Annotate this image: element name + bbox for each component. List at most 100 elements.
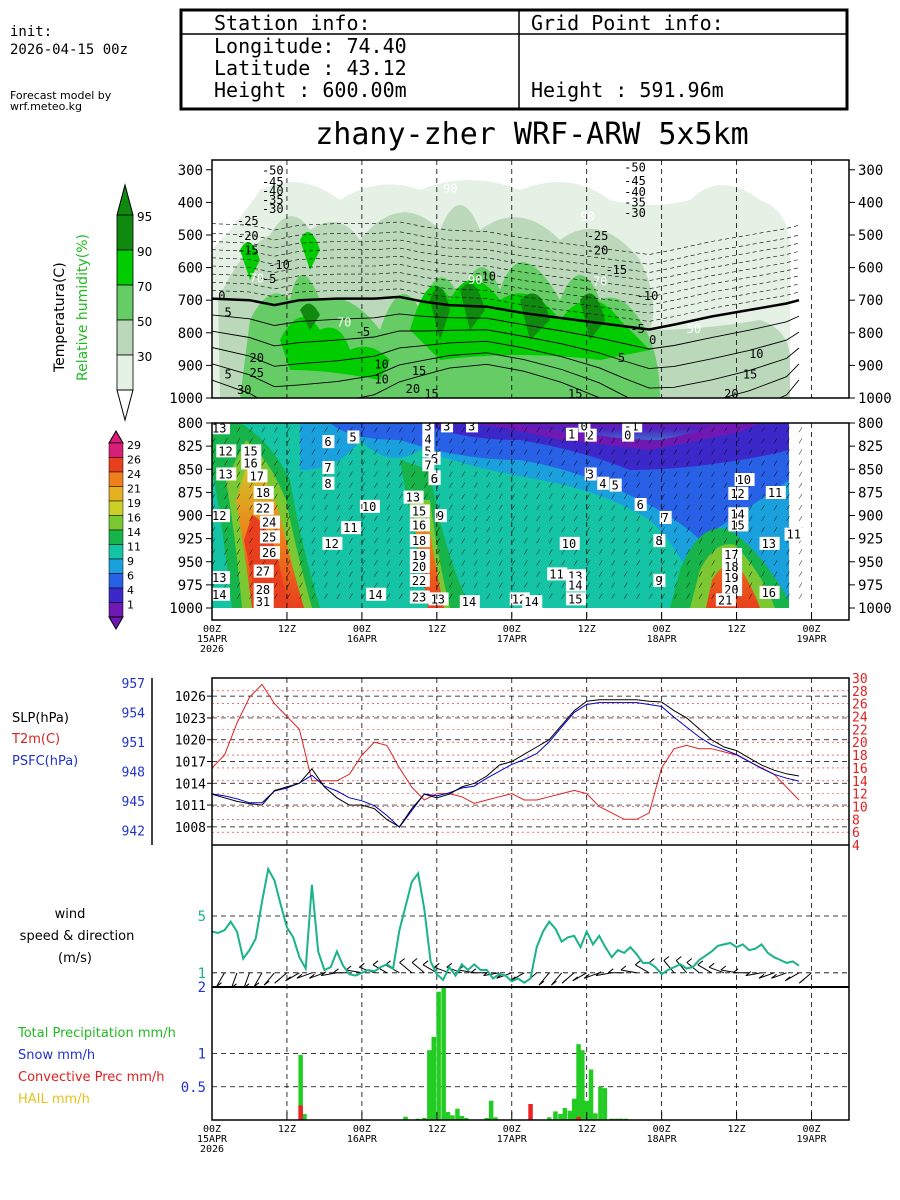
- barb-mark: [536, 582, 540, 588]
- isotherm-label: -20: [587, 244, 609, 258]
- label-box: [722, 547, 743, 561]
- wind-barb-feather: [309, 973, 315, 979]
- barb-mark: [324, 527, 328, 533]
- barb-mark: [299, 449, 303, 455]
- isotherm-line: [212, 329, 800, 370]
- wind-barb: [253, 972, 263, 987]
- wind-barb: [635, 964, 650, 974]
- barb-mark: [461, 571, 466, 577]
- temp-legend-swatch: [108, 587, 124, 603]
- wind-barb-feather: [333, 968, 339, 974]
- isotherm-label: -40: [262, 184, 284, 198]
- barb-mark: [561, 427, 565, 433]
- isotherm-line: [212, 272, 800, 306]
- temp-value-label: 8: [324, 477, 331, 491]
- barb-mark: [798, 515, 803, 522]
- barb-mark: [549, 593, 553, 599]
- barb-mark: [611, 571, 615, 577]
- barb-mark: [361, 593, 366, 599]
- barb-mark: [648, 482, 653, 488]
- barb-mark: [286, 449, 291, 455]
- barb-mark: [798, 593, 803, 599]
- temp-value-label: 8: [655, 534, 662, 548]
- barb-mark: [673, 427, 678, 433]
- barb-mark: [748, 504, 753, 511]
- barb-mark: [673, 493, 678, 499]
- barb-mark: [786, 471, 790, 477]
- barb-mark: [286, 582, 291, 588]
- barb-mark: [586, 449, 590, 455]
- barb-mark: [361, 527, 366, 533]
- barb-mark: [336, 460, 341, 466]
- date-label: 15APR: [197, 634, 228, 645]
- temp-value-label: 18: [256, 486, 270, 500]
- barb-mark: [598, 438, 603, 444]
- barb-mark: [236, 527, 241, 533]
- wind-barb: [708, 966, 725, 974]
- barb-mark: [224, 527, 228, 533]
- label-box: [728, 507, 749, 521]
- time-label: 00Z: [203, 1124, 221, 1135]
- barb-mark: [549, 460, 553, 466]
- wind-barb: [309, 972, 325, 979]
- barb-mark: [623, 549, 628, 555]
- precip-legend-item: Total Precipitation mm/h: [17, 1026, 176, 1041]
- barb-mark: [686, 449, 690, 455]
- barb-mark: [786, 504, 790, 511]
- barb-mark: [236, 449, 241, 455]
- low-frame: [211, 422, 850, 621]
- convective-bar: [298, 1105, 303, 1120]
- barb-mark: [361, 582, 366, 588]
- barb-mark: [648, 538, 653, 544]
- station-title: Station info:: [214, 11, 371, 35]
- label-box: [212, 587, 230, 601]
- barb-mark: [324, 515, 328, 522]
- barb-mark: [698, 438, 703, 444]
- temp-value-label: 16: [762, 586, 776, 600]
- barb-mark: [598, 460, 603, 466]
- year-label: 2026: [200, 1144, 224, 1155]
- label-box: [653, 534, 666, 548]
- barb-mark: [661, 438, 665, 444]
- barb-mark: [686, 427, 690, 433]
- label-box: [241, 444, 262, 458]
- barb-mark: [436, 582, 441, 588]
- label-box: [212, 571, 230, 585]
- wind-barb-feather: [720, 965, 727, 971]
- time-label: 12Z: [428, 624, 446, 635]
- upper-ylabel-rh: Relative humidity(%): [75, 234, 91, 381]
- temp-value-label: 14: [524, 595, 538, 609]
- isotherm-label: 30: [237, 383, 251, 397]
- precip-bar: [584, 1100, 589, 1120]
- wind-barb: [372, 964, 388, 974]
- temp-value-label: 24: [262, 516, 276, 530]
- temp-value-label: 27: [256, 565, 270, 579]
- isotherm-line: [212, 263, 800, 298]
- temp-legend-swatch: [108, 457, 124, 473]
- barb-mark: [274, 427, 278, 433]
- barb-mark: [299, 560, 303, 566]
- barb-mark: [586, 538, 590, 544]
- barb-mark: [698, 538, 703, 544]
- date-label: 17APR: [497, 634, 528, 645]
- barb-mark: [486, 438, 490, 444]
- barb-mark: [686, 493, 690, 499]
- header: init: 2026-04-15 00z Forecast model by w…: [10, 8, 849, 152]
- label-box: [253, 564, 274, 578]
- barb-mark: [511, 538, 515, 544]
- barb-mark: [598, 538, 603, 544]
- isotherm-label: -15: [605, 263, 627, 277]
- upper-ylabel-temp: Temperatura(C): [52, 262, 68, 373]
- temp-value-label: 7: [324, 461, 331, 475]
- barb-mark: [611, 549, 615, 555]
- t2m-tick: 22: [852, 723, 868, 738]
- isotherm-label: -45: [262, 175, 284, 189]
- t2m-tick: 28: [852, 685, 868, 700]
- barb-mark: [623, 493, 628, 499]
- label-box: [366, 587, 387, 601]
- y-tick-label: 900: [858, 358, 883, 374]
- barb-mark: [549, 538, 553, 544]
- label-box: [322, 461, 335, 475]
- barb-mark: [449, 482, 453, 488]
